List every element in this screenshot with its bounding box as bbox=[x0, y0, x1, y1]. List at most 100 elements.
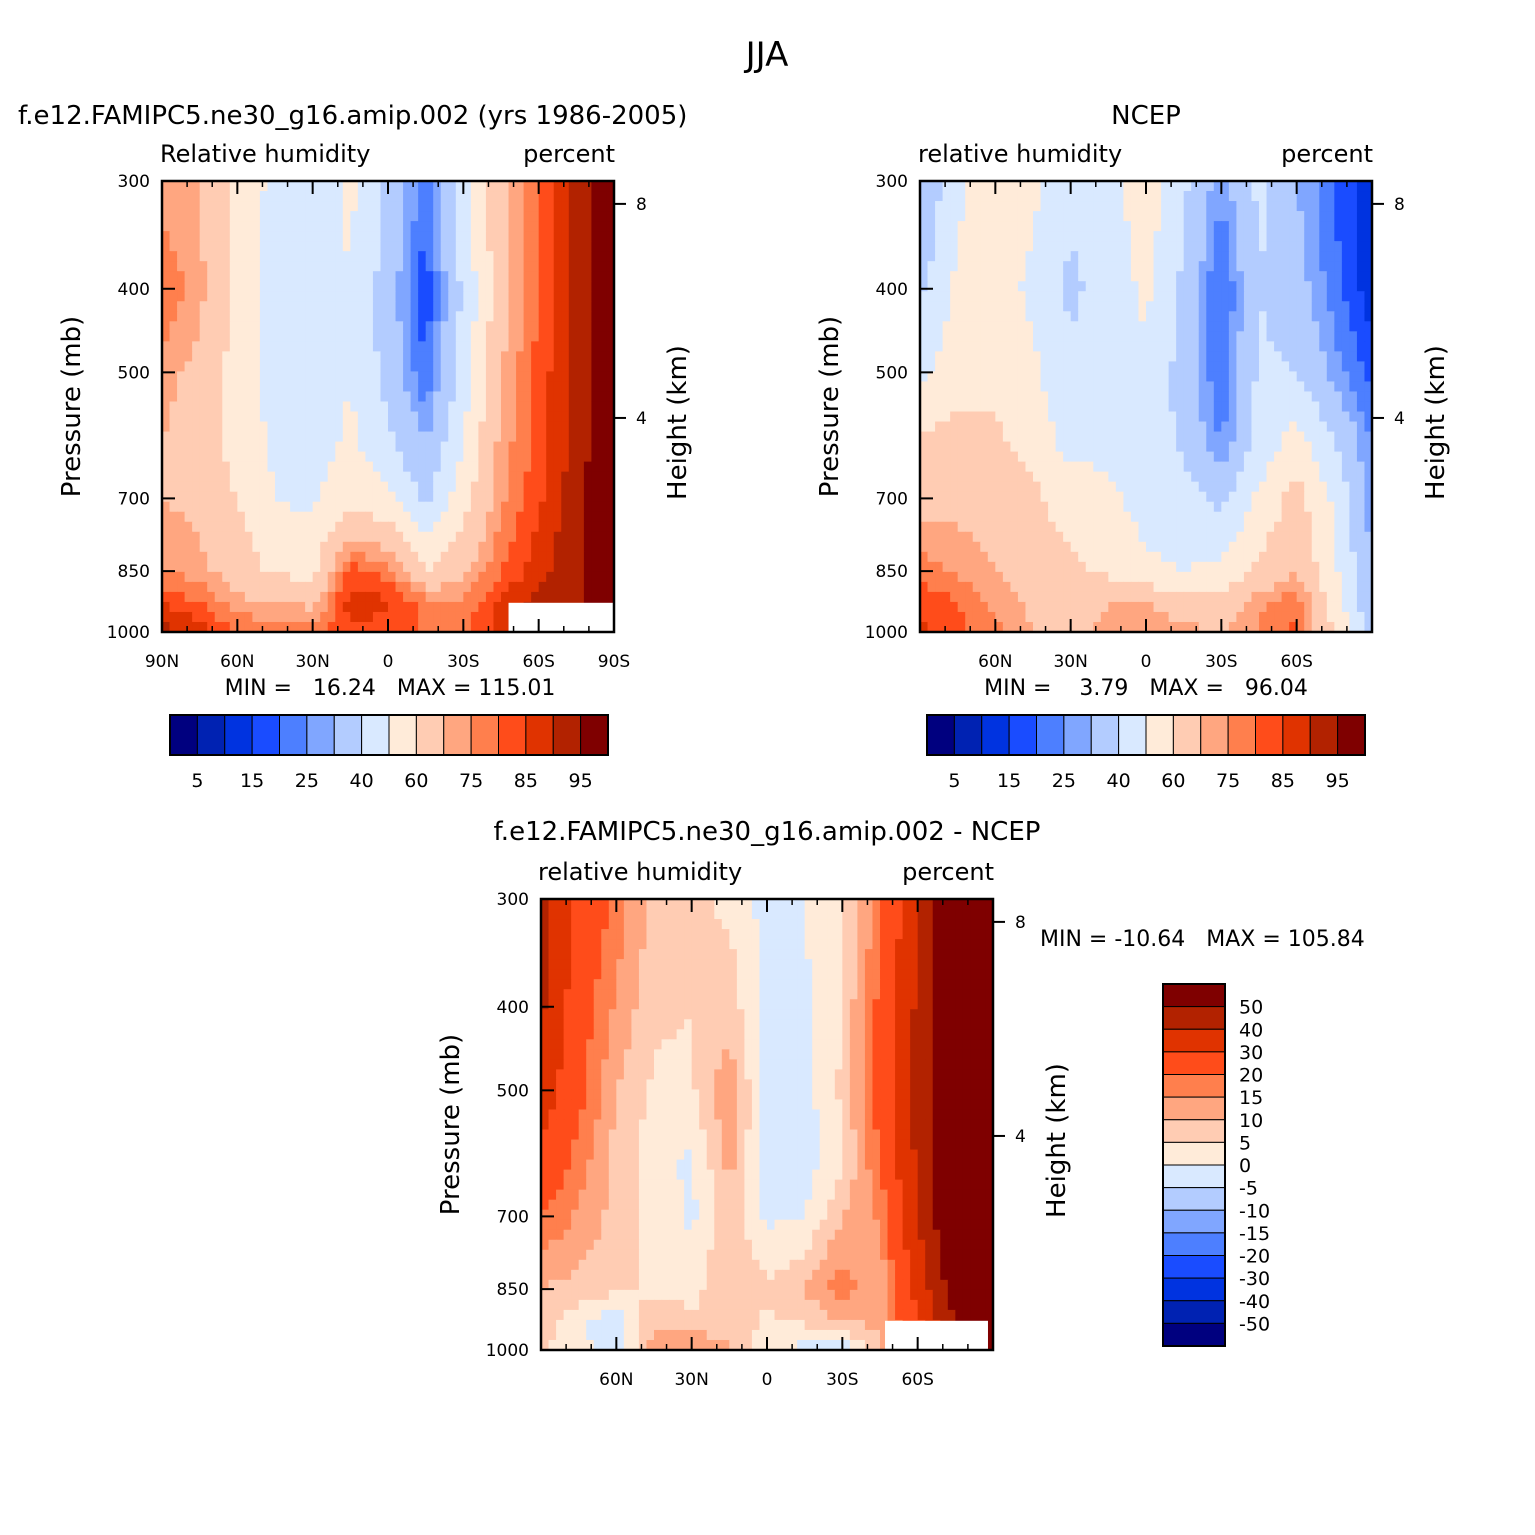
field-cell bbox=[1364, 291, 1373, 302]
field-cell bbox=[388, 541, 397, 553]
field-cell bbox=[162, 481, 171, 493]
field-cell bbox=[1025, 241, 1034, 252]
field-cell bbox=[177, 591, 186, 603]
field-cell bbox=[418, 581, 427, 593]
field-cell bbox=[576, 321, 585, 332]
field-cell bbox=[470, 621, 479, 633]
field-cell bbox=[1100, 291, 1109, 302]
field-cell bbox=[335, 221, 344, 232]
field-cell bbox=[523, 301, 532, 312]
field-cell bbox=[433, 291, 442, 302]
field-cell bbox=[259, 241, 269, 252]
field-cell bbox=[1176, 441, 1185, 453]
field-cell bbox=[1221, 481, 1230, 493]
field-cell bbox=[282, 321, 291, 332]
field-cell bbox=[470, 571, 479, 583]
field-cell bbox=[259, 451, 269, 463]
field-cell bbox=[1115, 311, 1124, 322]
field-cell bbox=[553, 211, 562, 222]
field-cell bbox=[207, 281, 216, 292]
field-cell bbox=[1296, 391, 1305, 403]
missing-data-region bbox=[508, 602, 614, 632]
field-cell bbox=[312, 571, 321, 583]
field-cell bbox=[501, 391, 510, 403]
field-cell bbox=[229, 361, 238, 373]
field-cell bbox=[478, 391, 487, 403]
field-cell bbox=[418, 531, 427, 543]
field-cell bbox=[192, 331, 201, 342]
field-cell bbox=[199, 551, 208, 563]
field-cell bbox=[184, 381, 193, 393]
field-cell bbox=[327, 501, 336, 513]
field-cell bbox=[418, 351, 427, 362]
field-cell bbox=[275, 441, 284, 453]
field-cell bbox=[177, 401, 186, 413]
field-cell bbox=[493, 221, 502, 232]
field-cell bbox=[327, 231, 336, 242]
field-cell bbox=[1289, 481, 1298, 493]
field-cell bbox=[275, 561, 284, 573]
plot1-field bbox=[920, 181, 1373, 633]
field-cell bbox=[410, 411, 419, 423]
field-cell bbox=[1236, 271, 1245, 282]
field-cell bbox=[1063, 411, 1072, 423]
field-cell bbox=[312, 471, 321, 483]
field-cell bbox=[267, 501, 276, 513]
field-cell bbox=[980, 241, 989, 252]
field-cell bbox=[508, 471, 517, 483]
field-cell bbox=[275, 521, 284, 533]
field-cell bbox=[920, 441, 929, 453]
field-cell bbox=[455, 431, 464, 443]
field-cell bbox=[365, 561, 374, 573]
field-cell bbox=[1259, 371, 1268, 383]
field-cell bbox=[1115, 251, 1124, 262]
field-cell bbox=[1002, 181, 1011, 192]
field-cell bbox=[1010, 461, 1019, 473]
field-cell bbox=[1243, 471, 1253, 483]
field-cell bbox=[1296, 181, 1305, 192]
field-cell bbox=[598, 501, 608, 513]
field-cell bbox=[297, 371, 306, 383]
field-cell bbox=[1070, 471, 1079, 483]
field-cell bbox=[1002, 261, 1011, 272]
field-cell bbox=[470, 321, 479, 332]
field-cell bbox=[320, 521, 329, 533]
field-cell bbox=[980, 491, 989, 503]
field-cell bbox=[1048, 411, 1057, 423]
field-cell bbox=[1191, 501, 1200, 513]
field-cell bbox=[282, 381, 291, 393]
field-cell bbox=[418, 341, 427, 352]
field-cell bbox=[259, 211, 269, 222]
field-cell bbox=[275, 481, 284, 493]
field-cell bbox=[403, 291, 412, 302]
field-cell bbox=[1108, 421, 1117, 433]
field-cell bbox=[1274, 201, 1283, 212]
field-cell bbox=[591, 241, 600, 252]
field-cell bbox=[1010, 501, 1019, 513]
field-cell bbox=[583, 491, 592, 503]
field-cell bbox=[184, 201, 193, 212]
field-cell bbox=[1063, 391, 1072, 403]
field-cell bbox=[297, 401, 306, 413]
field-cell bbox=[501, 601, 510, 613]
field-cell bbox=[576, 581, 585, 593]
field-cell bbox=[1251, 441, 1260, 453]
field-cell bbox=[342, 621, 351, 633]
field-cell bbox=[501, 231, 510, 242]
field-cell bbox=[1228, 181, 1237, 192]
field-cell bbox=[1236, 411, 1245, 423]
field-cell bbox=[1055, 231, 1064, 242]
field-cell bbox=[485, 591, 495, 603]
field-cell bbox=[1063, 301, 1072, 312]
field-cell bbox=[950, 491, 959, 503]
field-cell bbox=[568, 201, 577, 212]
field-cell bbox=[1002, 321, 1011, 332]
field-cell bbox=[591, 301, 600, 312]
field-cell bbox=[1364, 301, 1373, 312]
field-cell bbox=[229, 571, 238, 583]
field-cell bbox=[184, 461, 193, 473]
field-cell bbox=[1266, 401, 1275, 413]
field-cell bbox=[342, 411, 351, 423]
field-cell bbox=[1349, 181, 1358, 192]
field-cell bbox=[1274, 261, 1283, 272]
